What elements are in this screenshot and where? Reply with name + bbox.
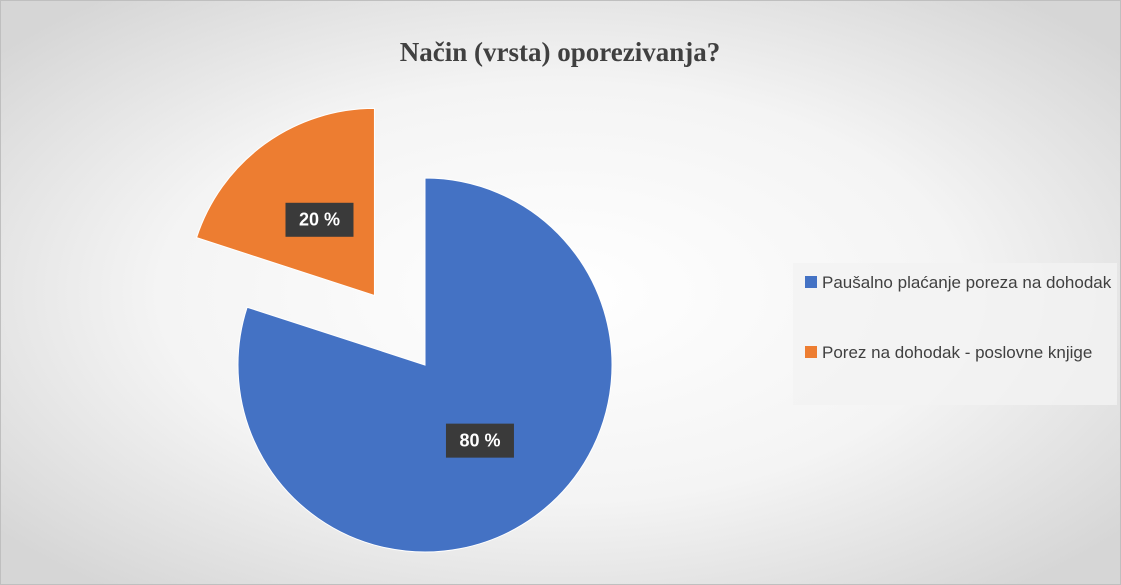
legend-swatch (805, 346, 817, 358)
pie-slice (237, 177, 613, 553)
legend-item: Porez na dohodak - poslovne knjige (822, 343, 1093, 362)
data-label: 80 % (459, 430, 500, 450)
legend-label: Paušalno plaćanje poreza na dohodak (822, 273, 1112, 292)
legend-swatch (805, 276, 817, 288)
legend-label: Porez na dohodak - poslovne knjige (822, 343, 1093, 362)
data-label-box (445, 423, 514, 458)
data-label-box (285, 202, 354, 237)
chart-title: Način (vrsta) oporezivanja? (400, 37, 720, 67)
data-label: 20 % (299, 210, 340, 230)
pie-slice (195, 107, 375, 297)
legend-box (793, 263, 1117, 405)
legend-item: Paušalno plaćanje poreza na dohodak (822, 273, 1112, 292)
